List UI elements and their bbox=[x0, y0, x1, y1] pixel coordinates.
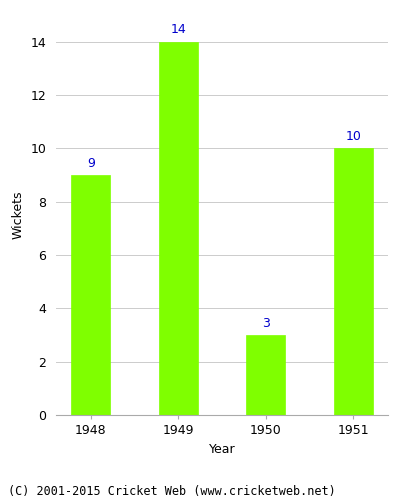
X-axis label: Year: Year bbox=[209, 442, 235, 456]
Text: (C) 2001-2015 Cricket Web (www.cricketweb.net): (C) 2001-2015 Cricket Web (www.cricketwe… bbox=[8, 484, 336, 498]
Bar bbox=[246, 335, 286, 415]
Text: 14: 14 bbox=[170, 24, 186, 36]
Bar bbox=[334, 148, 373, 415]
Bar bbox=[158, 42, 198, 415]
Y-axis label: Wickets: Wickets bbox=[12, 190, 25, 240]
Bar bbox=[71, 175, 110, 415]
Text: 9: 9 bbox=[87, 156, 95, 170]
Text: 3: 3 bbox=[262, 316, 270, 330]
Text: 10: 10 bbox=[345, 130, 361, 143]
